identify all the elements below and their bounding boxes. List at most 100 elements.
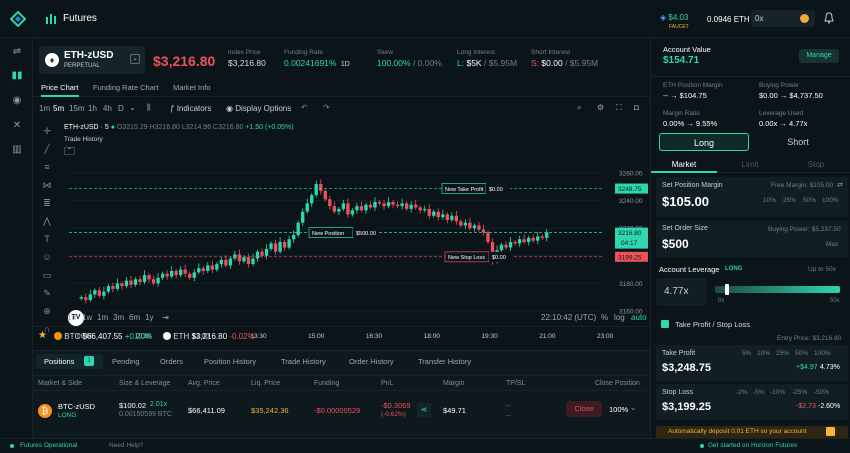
- stop-loss-input[interactable]: $3,199.25: [662, 401, 711, 413]
- tab-transfer-history[interactable]: Transfer History: [418, 357, 472, 366]
- display-options-button[interactable]: ◉ Display Options: [226, 104, 291, 113]
- take-profit-box[interactable]: Take Profit $3,248.75 5% 10% 25% 50% 100…: [656, 345, 848, 381]
- tab-market-info[interactable]: Market Info: [173, 83, 211, 92]
- tab-position-history[interactable]: Position History: [204, 357, 257, 366]
- long-button[interactable]: Long: [659, 133, 749, 151]
- crosshair-icon[interactable]: ✛: [43, 126, 51, 136]
- tf-d[interactable]: D: [118, 104, 124, 113]
- funding-period-select[interactable]: 1D: [340, 61, 350, 68]
- wallet-balance[interactable]: ◈ $4.03 FAUCET: [660, 13, 694, 30]
- channel-icon[interactable]: ⋈: [42, 180, 52, 190]
- zoom-in-icon[interactable]: ⊕: [43, 306, 51, 316]
- tab-market[interactable]: Market: [651, 160, 717, 173]
- tab-limit[interactable]: Limit: [741, 160, 759, 169]
- tpsl-toggle[interactable]: Take Profit / Stop Loss: [661, 319, 847, 331]
- stats-icon[interactable]: ▥: [12, 144, 22, 155]
- tab-orders[interactable]: Orders: [160, 357, 183, 366]
- pencil-icon[interactable]: ✎: [43, 288, 51, 298]
- trend-line-icon[interactable]: ╱: [44, 144, 50, 154]
- position-margin-box[interactable]: Set Position Margin Free Margin: $105.00…: [656, 177, 848, 217]
- range-6m[interactable]: 6m: [129, 313, 141, 322]
- coin-icon[interactable]: ◉: [12, 95, 22, 106]
- address-button[interactable]: 0x: [751, 10, 815, 27]
- tab-order-history[interactable]: Order History: [349, 357, 394, 366]
- tp-pct-25[interactable]: 25%: [776, 350, 790, 357]
- table-row[interactable]: ₿ BTC-zUSD LONG $100.02 2.01x 0.00150599…: [33, 393, 650, 431]
- settings-icon[interactable]: ⚙: [597, 103, 605, 112]
- sliders-icon[interactable]: ⇌: [12, 46, 22, 57]
- sl-pct-2[interactable]: -2%: [736, 389, 748, 396]
- get-started-link[interactable]: Get started on Horizon Futures: [708, 442, 798, 449]
- leverage-slider-thumb[interactable]: [724, 284, 729, 295]
- tf-5m[interactable]: 5m: [53, 104, 65, 113]
- margin-pct-100[interactable]: 100%: [822, 197, 839, 204]
- sl-pct-25[interactable]: -25%: [792, 389, 808, 396]
- tab-trade-history[interactable]: Trade History: [281, 357, 326, 366]
- sl-pct-5[interactable]: -5%: [753, 389, 765, 396]
- tab-funding-rate-chart[interactable]: Funding Rate Chart: [93, 83, 159, 92]
- leverage-input[interactable]: 4.77x: [656, 278, 706, 306]
- range-1m[interactable]: 1m: [97, 313, 109, 322]
- chevron-down-icon[interactable]: ⌄: [630, 403, 637, 412]
- max-button[interactable]: Max: [826, 241, 839, 248]
- tpsl-checkbox[interactable]: [661, 320, 669, 328]
- margin-pct-50[interactable]: 50%: [803, 197, 817, 204]
- close-position-button[interactable]: Close: [566, 401, 602, 417]
- candle-type-icon[interactable]: ⫼: [147, 103, 151, 112]
- tf-1m[interactable]: 1m: [39, 104, 51, 113]
- range-3m[interactable]: 3m: [113, 313, 125, 322]
- short-button[interactable]: Short: [787, 137, 809, 147]
- sl-pct-50[interactable]: -50%: [814, 389, 830, 396]
- text-icon[interactable]: T: [44, 234, 50, 244]
- log-toggle[interactable]: log: [614, 313, 625, 322]
- indicators-button[interactable]: ƒ Indicators: [170, 104, 211, 113]
- tp-pct-50[interactable]: 50%: [795, 350, 809, 357]
- range-1w[interactable]: 1w: [82, 313, 93, 322]
- faucet-label[interactable]: FAUCET: [669, 24, 689, 30]
- range-1d[interactable]: 1d: [67, 313, 76, 322]
- stop-loss-box[interactable]: Stop Loss $3,199.25 -2% -5% -10% -25% -5…: [656, 384, 848, 420]
- tab-stop[interactable]: Stop: [807, 160, 825, 169]
- horizontal-line-icon[interactable]: ≡: [44, 162, 50, 172]
- emoji-icon[interactable]: ☺: [42, 252, 52, 262]
- position-margin-input[interactable]: $105.00: [662, 194, 709, 209]
- swap-icon[interactable]: ⇄: [837, 182, 843, 189]
- star-icon[interactable]: ★: [38, 330, 47, 341]
- fullscreen-icon[interactable]: ⛶: [616, 103, 622, 112]
- percent-toggle[interactable]: %: [601, 313, 609, 322]
- price-chart[interactable]: ETH-zUSD · 5 ● O3215.29 H3216.80 L3214.9…: [59, 122, 650, 342]
- tp-pct-5[interactable]: 5%: [742, 350, 752, 357]
- margin-pct-25[interactable]: 25%: [783, 197, 797, 204]
- pattern-icon[interactable]: ⋀: [43, 216, 51, 226]
- bell-icon[interactable]: [824, 12, 834, 24]
- ticker-btc[interactable]: BTC $66,407.55 +0.20%: [54, 332, 152, 341]
- auto-toggle[interactable]: auto: [631, 313, 647, 322]
- ruler-icon[interactable]: ▭: [42, 270, 52, 280]
- date-range-icon[interactable]: ⇥: [162, 313, 169, 322]
- order-size-input[interactable]: $500: [662, 237, 689, 251]
- close-percent-select[interactable]: 100%: [609, 405, 629, 414]
- share-icon[interactable]: ⋖: [417, 403, 431, 417]
- tools-icon[interactable]: ✕: [12, 120, 22, 131]
- tab-price-chart[interactable]: Price Chart: [41, 83, 79, 97]
- margin-pct-10[interactable]: 10%: [763, 197, 777, 204]
- tf-15m[interactable]: 15m: [69, 104, 85, 113]
- sl-pct-10[interactable]: -10%: [770, 389, 786, 396]
- help-link[interactable]: Need Help?: [109, 442, 144, 449]
- search-icon[interactable]: ⌕: [577, 103, 582, 112]
- tf-4h[interactable]: 4h: [103, 104, 112, 113]
- futures-nav-icon[interactable]: ▮▮: [11, 70, 23, 81]
- undo-icon[interactable]: ↶: [301, 103, 308, 112]
- collapse-legend-icon[interactable]: ⌃: [64, 147, 75, 155]
- tp-pct-10[interactable]: 10%: [757, 350, 771, 357]
- chevron-down-icon[interactable]: ⌄: [129, 103, 136, 112]
- market-selector[interactable]: ♦ ETH-zUSD PERPETUAL ⌄: [39, 46, 145, 74]
- tp-pct-100[interactable]: 100%: [814, 350, 831, 357]
- tab-pending[interactable]: Pending: [112, 357, 140, 366]
- fib-icon[interactable]: ≣: [43, 198, 51, 208]
- take-profit-input[interactable]: $3,248.75: [662, 362, 711, 374]
- order-size-box[interactable]: Set Order Size Buying Power: $5,237.50 $…: [656, 221, 848, 257]
- app-logo-icon[interactable]: [9, 10, 27, 28]
- redo-icon[interactable]: ↷: [323, 103, 330, 112]
- ticker-eth[interactable]: ETH $3,216.80 -0.02%: [163, 332, 255, 341]
